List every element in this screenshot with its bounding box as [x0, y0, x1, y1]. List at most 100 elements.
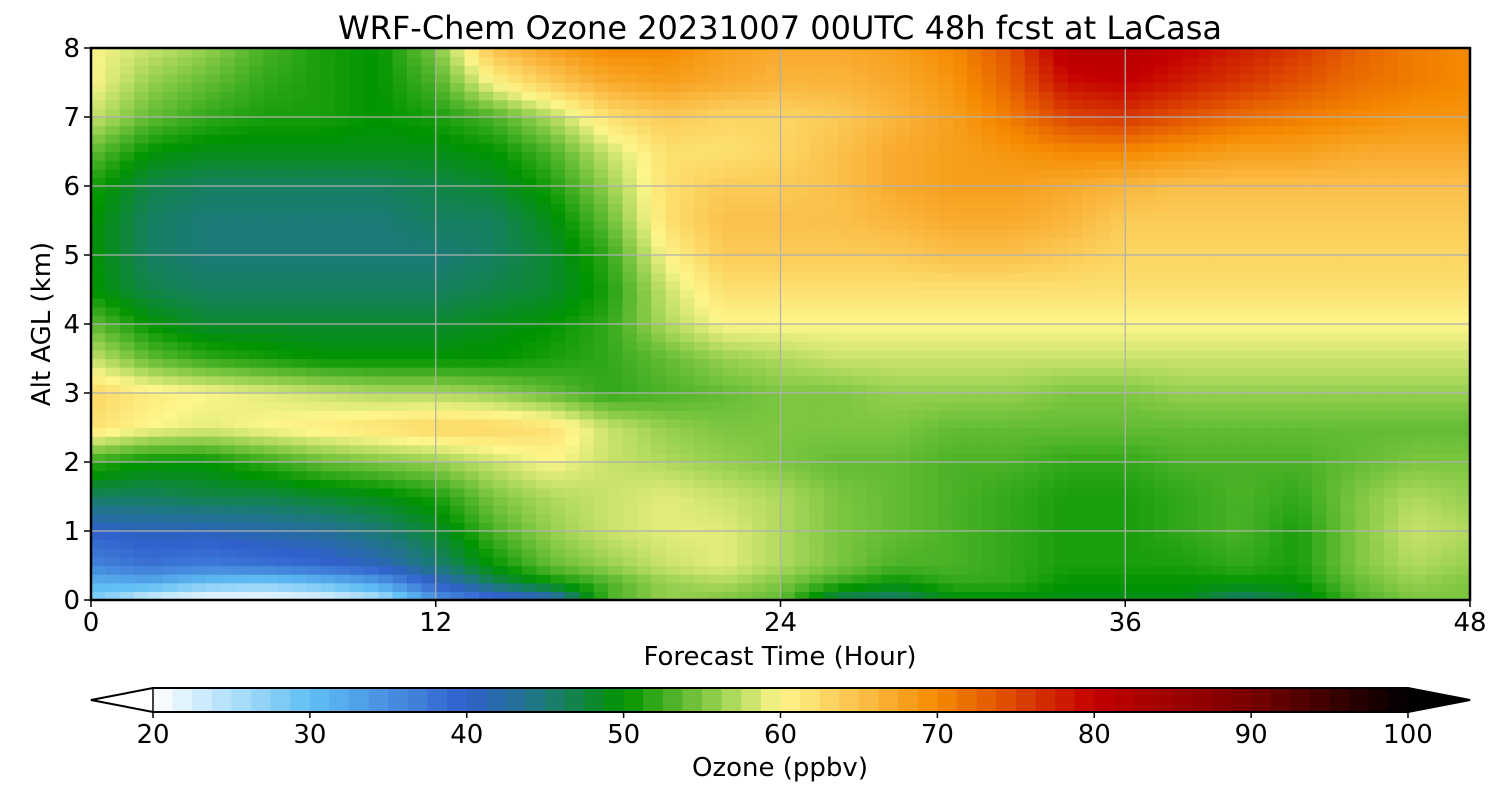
heatmap-cell [1067, 427, 1083, 437]
heatmap-cell [521, 393, 537, 403]
heatmap-cell [938, 151, 954, 161]
heatmap-cell [91, 341, 106, 351]
heatmap-cell [780, 280, 796, 291]
heatmap-cell [1369, 453, 1385, 463]
heatmap-cell [162, 194, 178, 204]
heatmap-cell [622, 315, 638, 325]
heatmap-cell [1240, 384, 1256, 394]
heatmap-cell [464, 522, 480, 532]
heatmap-cell [694, 436, 710, 446]
heatmap-cell [1053, 168, 1069, 178]
heatmap-cell [550, 298, 566, 308]
heatmap-cell [349, 315, 365, 325]
heatmap-cell [1455, 341, 1470, 351]
heatmap-cell [852, 393, 868, 403]
heatmap-cell [320, 427, 336, 437]
heatmap-cell [1067, 358, 1083, 368]
heatmap-cell [852, 315, 868, 325]
heatmap-cell [392, 177, 408, 187]
heatmap-cell [162, 496, 178, 506]
heatmap-cell [1197, 470, 1213, 480]
heatmap-cell [1039, 203, 1055, 213]
heatmap-cell [1369, 410, 1385, 420]
heatmap-cell [1369, 341, 1385, 351]
heatmap-cell [335, 298, 351, 308]
heatmap-cell [737, 194, 753, 204]
heatmap-cell [636, 496, 652, 506]
heatmap-cell [263, 436, 279, 446]
heatmap-cell [464, 211, 480, 222]
heatmap-cell [751, 160, 767, 170]
heatmap-cell [1096, 315, 1112, 325]
heatmap-cell [1153, 272, 1169, 282]
heatmap-cell [1197, 522, 1213, 532]
heatmap-cell [1010, 418, 1026, 429]
heatmap-cell [1240, 427, 1256, 437]
heatmap-cell [708, 565, 724, 575]
heatmap-cell [378, 358, 394, 368]
heatmap-cell [1441, 427, 1457, 437]
heatmap-cell [105, 470, 121, 480]
heatmap-cell [1211, 444, 1227, 454]
heatmap-cell [191, 306, 207, 316]
heatmap-cell [895, 496, 911, 506]
heatmap-cell [1441, 168, 1457, 178]
heatmap-cell [1096, 410, 1112, 420]
heatmap-cell [866, 272, 882, 282]
heatmap-cell [852, 332, 868, 342]
heatmap-cell [1441, 358, 1457, 368]
heatmap-cell [794, 341, 810, 351]
heatmap-cell [392, 531, 408, 541]
heatmap-cell [967, 177, 983, 187]
heatmap-cell [249, 177, 264, 187]
heatmap-cell [1254, 410, 1270, 420]
heatmap-cell [91, 367, 106, 377]
heatmap-cell [852, 401, 868, 411]
heatmap-cell [363, 436, 379, 446]
heatmap-cell [507, 315, 523, 325]
heatmap-cell [823, 255, 839, 265]
heatmap-cell [651, 298, 667, 308]
heatmap-cell [1225, 263, 1241, 273]
heatmap-cell [1168, 513, 1184, 523]
heatmap-cell [995, 556, 1011, 567]
heatmap-cell [708, 246, 724, 256]
heatmap-cell [593, 401, 609, 411]
heatmap-cell [220, 505, 236, 515]
heatmap-cell [1441, 410, 1457, 420]
heatmap-cell [249, 582, 264, 592]
heatmap-cell [1153, 358, 1169, 368]
heatmap-cell [162, 220, 178, 230]
heatmap-cell [378, 349, 394, 360]
heatmap-cell [981, 479, 997, 489]
heatmap-cell [1398, 358, 1414, 368]
heatmap-cell [938, 341, 954, 351]
heatmap-cell [493, 591, 509, 600]
heatmap-cell [1096, 462, 1112, 472]
heatmap-cell [1326, 168, 1342, 178]
heatmap-cell [134, 531, 150, 541]
heatmap-cell [1211, 539, 1227, 549]
heatmap-cell [1139, 548, 1155, 558]
heatmap-cell [895, 427, 911, 437]
heatmap-cell [91, 160, 106, 170]
heatmap-cell [723, 513, 738, 523]
heatmap-cell [881, 272, 897, 282]
heatmap-cell [234, 531, 250, 541]
heatmap-cell [1383, 246, 1399, 256]
heatmap-cell [651, 332, 667, 342]
heatmap-cell [478, 479, 494, 489]
heatmap-cell [938, 289, 954, 299]
heatmap-cell [234, 539, 250, 549]
heatmap-cell [636, 280, 652, 291]
heatmap-cell [952, 211, 968, 222]
heatmap-cell [1311, 280, 1327, 291]
heatmap-cell [679, 263, 695, 273]
heatmap-cell [794, 548, 810, 558]
heatmap-cell [1398, 160, 1414, 170]
heatmap-cell [363, 186, 379, 196]
heatmap-cell [1125, 496, 1141, 506]
heatmap-cell [1254, 522, 1270, 532]
heatmap-cell [809, 186, 825, 196]
heatmap-cell [593, 160, 609, 170]
